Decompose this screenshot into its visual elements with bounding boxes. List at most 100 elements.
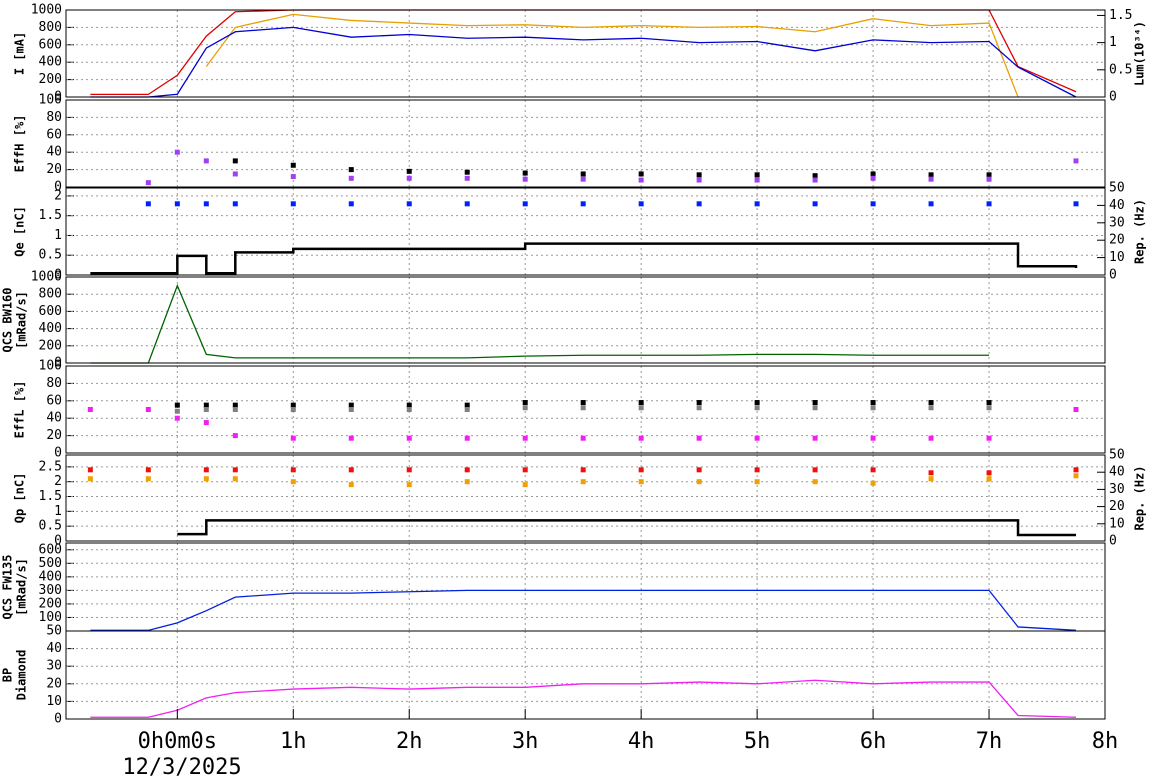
- point: [464, 435, 470, 441]
- y2-tick-label: 30: [1109, 482, 1125, 497]
- point: [290, 201, 296, 207]
- point: [232, 433, 238, 439]
- point: [754, 177, 760, 183]
- point: [348, 167, 354, 173]
- point: [870, 405, 876, 411]
- y-tick-label: 800: [39, 20, 62, 35]
- point: [986, 176, 992, 182]
- point: [986, 172, 992, 178]
- panel-frame: [65, 99, 1106, 188]
- y-tick-label: 0: [54, 446, 62, 461]
- panel-frame: [65, 276, 1106, 364]
- y-axis-label: [mRad/s]: [15, 291, 29, 349]
- y2-tick-label: 20: [1109, 233, 1125, 248]
- point: [348, 407, 354, 412]
- panel-frame: [65, 9, 1106, 98]
- point: [986, 201, 992, 207]
- y-axis-label: QCS BW160: [1, 287, 15, 352]
- y-tick-label: 600: [39, 542, 62, 557]
- y-tick-label: 600: [39, 304, 62, 319]
- y2-tick-label: 10: [1109, 250, 1125, 265]
- y-tick-label: 500: [39, 556, 62, 571]
- point: [464, 175, 470, 181]
- point: [290, 467, 296, 473]
- step-line: [90, 242, 1078, 275]
- point: [812, 479, 818, 485]
- point: [638, 171, 644, 177]
- point: [174, 415, 180, 421]
- point: [638, 177, 644, 183]
- point: [928, 476, 934, 482]
- point: [232, 158, 238, 164]
- y-tick-label: 0.5: [39, 519, 62, 534]
- y2-tick-label: 30: [1109, 215, 1125, 230]
- point: [928, 470, 934, 476]
- panel-frame: [65, 454, 1106, 542]
- point: [348, 467, 354, 473]
- y-axis-label: EffH [%]: [13, 115, 27, 173]
- point: [174, 201, 180, 207]
- point: [580, 467, 586, 473]
- y-tick-label: 0.5: [39, 248, 62, 263]
- point: [580, 176, 586, 182]
- point: [580, 479, 586, 485]
- point: [812, 173, 818, 179]
- point: [754, 479, 760, 485]
- point: [348, 482, 354, 488]
- point: [580, 400, 586, 406]
- y-tick-label: 800: [39, 287, 62, 302]
- y2-tick-label: 40: [1109, 465, 1125, 480]
- point: [464, 201, 470, 207]
- point: [870, 201, 876, 207]
- y-tick-label: 20: [46, 162, 62, 177]
- y-tick-label: 1: [54, 504, 62, 519]
- y2-tick-label: 0: [1109, 90, 1117, 105]
- point: [464, 407, 470, 412]
- x-tick-label: 1h: [280, 729, 307, 754]
- point: [290, 174, 296, 180]
- y-tick-label: 100: [39, 359, 62, 374]
- point: [928, 435, 934, 441]
- point: [87, 467, 93, 473]
- panel-frame: [65, 187, 1106, 276]
- y-tick-label: 1.5: [39, 489, 62, 504]
- point: [754, 400, 760, 406]
- point: [87, 407, 93, 412]
- point: [145, 476, 151, 482]
- point: [870, 435, 876, 441]
- point: [870, 400, 876, 406]
- y-tick-label: 50: [46, 624, 62, 639]
- y2-tick-label: 0.5: [1109, 62, 1132, 77]
- point: [290, 479, 296, 485]
- point: [696, 201, 702, 207]
- x-tick-label: 2h: [396, 729, 423, 754]
- y-tick-label: 0: [54, 356, 62, 371]
- y-tick-label: 30: [46, 659, 62, 674]
- y-axis-label: Diamond: [15, 650, 29, 701]
- line: [90, 26, 1077, 98]
- point: [638, 400, 644, 406]
- panel-frame: [65, 630, 1106, 720]
- point: [870, 171, 876, 177]
- point: [174, 402, 180, 408]
- y-tick-label: 0: [54, 712, 62, 727]
- point: [986, 435, 992, 441]
- point: [232, 476, 238, 482]
- point: [986, 470, 992, 476]
- y2-tick-label: 50: [1109, 181, 1125, 196]
- point: [348, 435, 354, 441]
- line: [90, 679, 1077, 718]
- y-axis-label: BP: [1, 668, 15, 682]
- point: [580, 201, 586, 207]
- point: [203, 201, 209, 207]
- y-tick-label: 40: [46, 411, 62, 426]
- point: [870, 175, 876, 181]
- point: [232, 171, 238, 177]
- y-axis-label: QCS FW135: [1, 554, 15, 619]
- point: [522, 435, 528, 441]
- point: [203, 158, 209, 164]
- panel-frame: [65, 365, 1106, 454]
- point: [928, 176, 934, 182]
- point: [754, 405, 760, 411]
- point: [812, 201, 818, 207]
